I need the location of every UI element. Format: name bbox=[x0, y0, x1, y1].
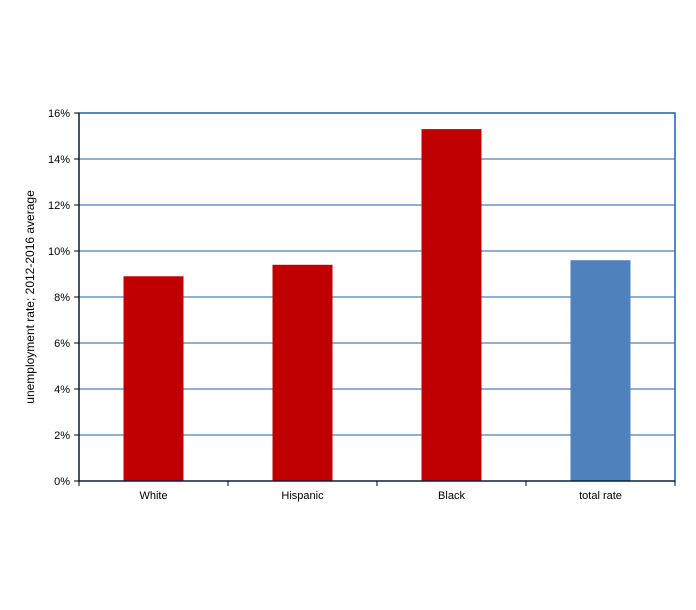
y-tick-label: 2% bbox=[54, 430, 70, 442]
y-tick-label: 0% bbox=[54, 476, 70, 488]
bar-black bbox=[421, 129, 482, 481]
y-tick-label: 16% bbox=[48, 108, 70, 120]
tick-labels: 0% 2% 4% 6% 8% 10% 12% 14% 16% White Hispanic Black… bbox=[48, 108, 622, 502]
bar-hispanic bbox=[272, 264, 333, 481]
y-tick-label: 6% bbox=[54, 338, 70, 350]
y-tick-label: 8% bbox=[54, 292, 70, 304]
x-category-label: White bbox=[139, 490, 167, 502]
y-axis-title: unemployment rate; 2012-2016 average bbox=[23, 190, 37, 404]
x-category-label: Black bbox=[438, 490, 465, 502]
bars bbox=[123, 129, 631, 481]
bar-total-rate bbox=[570, 260, 631, 481]
bar-white bbox=[123, 276, 184, 481]
axes bbox=[74, 112, 676, 486]
x-category-label: total rate bbox=[579, 490, 622, 502]
y-tick-label: 14% bbox=[48, 154, 70, 166]
y-tick-label: 10% bbox=[48, 246, 70, 258]
x-category-label: Hispanic bbox=[281, 490, 324, 502]
y-tick-label: 12% bbox=[48, 200, 70, 212]
y-tick-label: 4% bbox=[54, 384, 70, 396]
